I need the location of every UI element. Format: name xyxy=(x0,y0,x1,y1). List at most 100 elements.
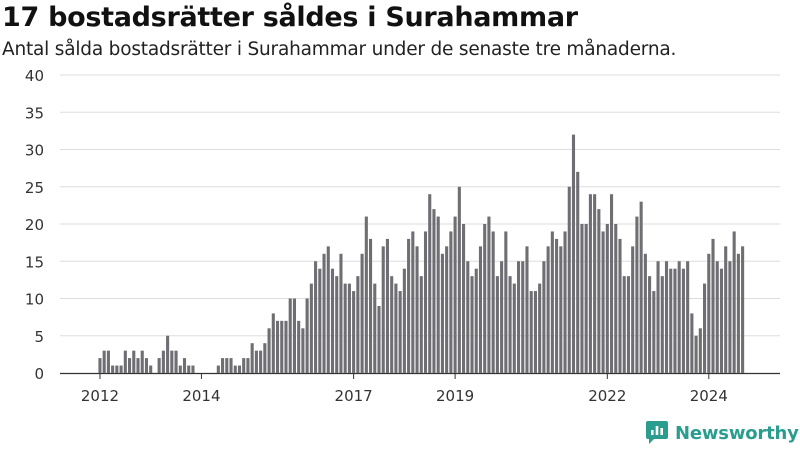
bar xyxy=(597,209,601,373)
y-tick-label: 5 xyxy=(34,328,44,346)
bar xyxy=(394,283,398,373)
bar xyxy=(504,231,508,373)
annotations: 17 xyxy=(748,0,770,5)
bar xyxy=(533,291,537,373)
bar xyxy=(166,335,170,373)
bar xyxy=(119,365,123,373)
bar xyxy=(466,261,470,373)
y-tick-label: 0 xyxy=(34,365,44,383)
bar xyxy=(639,201,643,373)
bar xyxy=(343,283,347,373)
bar xyxy=(318,268,322,373)
x-tick-label: 2012 xyxy=(81,387,119,405)
bar xyxy=(686,261,690,373)
bar xyxy=(322,253,326,373)
bar xyxy=(246,358,250,373)
bar xyxy=(132,350,136,373)
y-tick-label: 30 xyxy=(25,142,44,160)
bar xyxy=(250,343,254,373)
bar xyxy=(703,283,707,373)
bar xyxy=(271,313,275,373)
bar xyxy=(407,238,411,373)
bar xyxy=(664,261,669,373)
bar xyxy=(487,216,491,373)
bar xyxy=(715,261,719,373)
bar xyxy=(178,365,182,373)
bar xyxy=(170,350,174,373)
bar xyxy=(656,261,660,373)
x-tick-label: 2024 xyxy=(690,387,728,405)
bar xyxy=(571,134,576,373)
bar xyxy=(698,328,702,373)
bar xyxy=(453,216,457,373)
bar xyxy=(635,216,639,373)
bar xyxy=(462,224,466,373)
chart-subtitle: Antal sålda bostadsrätter i Surahammar u… xyxy=(2,39,677,60)
bar xyxy=(229,358,233,373)
bar xyxy=(280,320,284,373)
bar xyxy=(495,276,499,373)
bar xyxy=(373,283,377,373)
newsworthy-logo-icon xyxy=(646,421,668,444)
bar xyxy=(314,261,318,373)
bar xyxy=(419,276,423,373)
bar xyxy=(174,350,178,373)
bar xyxy=(690,313,694,373)
bar xyxy=(432,209,436,373)
bar xyxy=(741,246,745,373)
bar xyxy=(711,238,715,373)
bar xyxy=(305,298,309,373)
bar xyxy=(275,320,280,373)
bar xyxy=(648,276,652,373)
bar xyxy=(335,276,339,373)
bar xyxy=(719,268,724,373)
chart-title: 17 bostadsrätter såldes i Surahammar xyxy=(2,2,578,33)
bar xyxy=(98,358,102,373)
bar xyxy=(525,246,529,373)
bar xyxy=(643,253,647,373)
bar xyxy=(609,194,614,373)
bar xyxy=(483,224,487,373)
bar xyxy=(605,224,609,373)
bar xyxy=(618,238,622,373)
bar xyxy=(360,253,364,373)
bar xyxy=(254,350,258,373)
bar xyxy=(580,224,584,373)
bar xyxy=(428,194,432,373)
bar xyxy=(436,216,440,373)
bar xyxy=(136,358,140,373)
bar xyxy=(106,350,110,373)
x-tick-label: 2019 xyxy=(436,387,474,405)
bar xyxy=(161,350,165,373)
bar xyxy=(330,268,335,373)
bar xyxy=(263,343,267,373)
bar xyxy=(385,238,390,373)
bar xyxy=(390,276,394,373)
bar xyxy=(512,283,516,373)
bar xyxy=(216,365,220,373)
bar xyxy=(449,231,453,373)
bar xyxy=(631,246,635,373)
bar xyxy=(259,350,263,373)
bar xyxy=(364,216,368,373)
y-tick-label: 20 xyxy=(25,216,44,234)
bar xyxy=(191,365,195,373)
bar xyxy=(326,246,330,373)
bar xyxy=(576,171,580,373)
bar xyxy=(288,298,292,373)
bar xyxy=(724,246,728,373)
bar xyxy=(102,350,106,373)
bar xyxy=(491,231,495,373)
bar xyxy=(542,261,546,373)
bar xyxy=(588,194,592,373)
bar xyxy=(381,246,385,373)
bar xyxy=(233,365,237,373)
bar xyxy=(681,268,685,373)
newsworthy-logo: Newsworthy xyxy=(645,420,799,446)
bar xyxy=(445,246,449,373)
bar xyxy=(440,253,444,373)
bar xyxy=(457,186,461,373)
bar xyxy=(347,283,351,373)
y-tick-label: 25 xyxy=(25,179,44,197)
